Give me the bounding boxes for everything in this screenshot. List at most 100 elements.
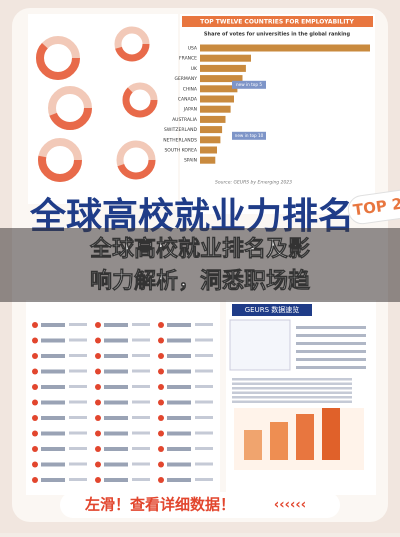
donut-segment [48,86,92,130]
country-label: SWITZERLAND [164,127,197,133]
row-icon [158,430,164,437]
row-text [41,462,65,467]
row-text [167,400,191,405]
country-label: USA [188,46,198,52]
row-icon [95,477,101,483]
row-icon [95,430,101,437]
row-text [195,338,213,342]
row-icon [32,446,38,452]
chart-title-bar [182,16,373,27]
row-text [69,431,87,435]
row-icon [32,337,38,344]
row-icon [158,415,164,421]
row-text [167,462,191,467]
row-text [41,338,65,343]
bar [200,64,246,72]
row-icon [32,399,38,406]
row-text [104,354,128,358]
row-text [41,478,65,482]
chart-subtitle: Share of votes for universities in the g… [204,32,351,38]
annotation-box [232,131,266,140]
country-label: SPAIN [184,158,197,164]
stats-line [232,387,352,390]
row-text [104,462,128,467]
row-text [41,323,65,327]
donut-segment [36,36,80,80]
stats-line [296,358,366,361]
stats-line [296,350,366,353]
row-icon [32,384,38,390]
country-label: NETHERLANDS [163,137,197,143]
stats-line [232,382,352,385]
mini-chart [229,319,291,371]
stats-line [232,396,352,399]
row-text [69,323,87,326]
stats-line [296,342,366,345]
footer-text: 左滑！查看详细数据！ [84,496,235,514]
chart-source: Source: GEURS by Emerging 2023 [215,180,292,186]
donut-panel [28,14,178,204]
donut-segment [114,26,150,62]
country-label: SOUTH KOREA [164,148,197,154]
row-icon [32,415,38,421]
stats-line [232,378,352,381]
row-text [41,431,65,436]
row-icon [95,415,101,421]
row-icon [158,353,164,359]
row-icon [95,368,101,375]
arrow-block [296,414,314,460]
row-icon [158,461,164,468]
row-text [195,431,213,435]
overlay-title-line: 全球高校就业排名及影 [89,236,310,262]
bar [200,44,370,52]
row-text [167,354,191,358]
row-text [195,369,213,373]
bar [200,105,231,113]
row-text [41,354,65,358]
donut-segment [116,140,156,180]
bar [200,95,234,103]
bar [200,146,217,154]
row-text [104,447,128,451]
overlay-title-line: 响力解析，洞悉职场趋 [90,268,311,294]
country-label: UK [191,66,198,72]
country-label: FRANCE [179,56,197,62]
country-label: CANADA [178,97,198,103]
row-text [167,447,191,451]
row-text [195,462,213,466]
panel-label-bg [232,304,312,316]
row-text [69,400,87,404]
row-text [41,369,65,374]
stats-line [232,400,352,403]
row-icon [95,353,101,359]
bar [200,54,251,62]
row-text [104,385,128,389]
annotation: new in top 5 [236,82,262,87]
row-text [132,385,150,388]
row-text [41,416,65,420]
row-text [167,478,191,482]
bar [200,136,221,144]
overlay-band [0,228,400,302]
row-text [167,431,191,436]
badge [347,187,400,225]
row-text [104,478,128,482]
country-label: AUSTRALIA [172,117,198,123]
row-text [195,447,213,450]
row-text [69,447,87,450]
donut-segment [122,82,158,118]
row-text [195,385,213,388]
row-text [132,462,150,466]
row-icon [32,353,38,359]
bar [200,156,216,164]
arrow-block [244,430,262,460]
bar [200,75,243,83]
row-text [104,431,128,436]
row-text [167,416,191,420]
row-text [132,338,150,342]
row-text [195,354,213,357]
row-text [167,369,191,374]
row-text [132,447,150,450]
row-text [195,416,213,419]
